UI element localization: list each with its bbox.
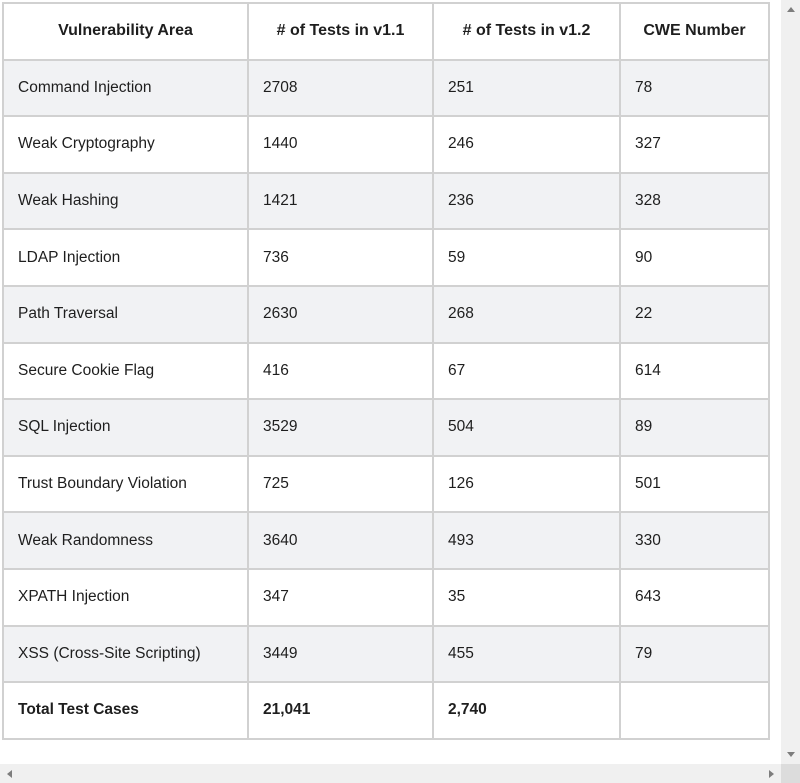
scroll-down-button[interactable]: [781, 745, 800, 764]
table-container: Vulnerability Area # of Tests in v1.1 # …: [2, 2, 770, 740]
cell-cwe: 330: [619, 511, 770, 570]
cell-tests-v12: 59: [432, 228, 621, 287]
total-cwe: [619, 681, 770, 740]
cell-area: Trust Boundary Violation: [2, 454, 249, 514]
cell-tests-v11: 1421: [247, 171, 434, 231]
cell-area: Secure Cookie Flag: [2, 341, 249, 401]
cell-cwe: 22: [619, 284, 770, 344]
cell-tests-v11: 3529: [247, 398, 434, 457]
cell-area: Weak Randomness: [2, 511, 249, 570]
scroll-up-arrow-icon: [786, 7, 795, 12]
cell-tests-v11: 3640: [247, 511, 434, 570]
table-row: LDAP Injection 736 59 90: [2, 228, 770, 287]
vertical-scrollbar[interactable]: [781, 0, 800, 764]
cell-area: LDAP Injection: [2, 228, 249, 287]
cell-cwe: 78: [619, 58, 770, 118]
scroll-right-arrow-icon: [769, 769, 774, 778]
scrollbar-corner: [781, 764, 800, 783]
total-label: Total Test Cases: [2, 681, 249, 740]
scroll-left-button[interactable]: [0, 764, 19, 783]
table-row: XPATH Injection 347 35 643: [2, 567, 770, 627]
cell-tests-v11: 347: [247, 567, 434, 627]
total-row: Total Test Cases 21,041 2,740: [2, 681, 770, 740]
cell-tests-v12: 35: [432, 567, 621, 627]
scroll-up-button[interactable]: [781, 0, 800, 19]
cell-area: SQL Injection: [2, 398, 249, 457]
cell-area: Path Traversal: [2, 284, 249, 344]
cell-tests-v11: 1440: [247, 115, 434, 174]
table-row: XSS (Cross-Site Scripting) 3449 455 79: [2, 624, 770, 684]
column-header-vulnerability-area: Vulnerability Area: [2, 2, 249, 61]
column-header-tests-v11: # of Tests in v1.1: [247, 2, 434, 61]
total-tests-v11: 21,041: [247, 681, 434, 740]
cell-tests-v11: 3449: [247, 624, 434, 684]
horizontal-scrollbar[interactable]: [0, 764, 781, 783]
cell-cwe: 327: [619, 115, 770, 174]
scroll-left-arrow-icon: [7, 769, 12, 778]
cell-cwe: 614: [619, 341, 770, 401]
total-tests-v12: 2,740: [432, 681, 621, 740]
cell-area: XPATH Injection: [2, 567, 249, 627]
cell-tests-v11: 2708: [247, 58, 434, 118]
cell-area: Weak Hashing: [2, 171, 249, 231]
table-row: SQL Injection 3529 504 89: [2, 398, 770, 457]
cell-cwe: 328: [619, 171, 770, 231]
table-row: Path Traversal 2630 268 22: [2, 284, 770, 344]
scroll-right-button[interactable]: [762, 764, 781, 783]
cell-cwe: 501: [619, 454, 770, 514]
cell-tests-v12: 493: [432, 511, 621, 570]
cell-tests-v12: 246: [432, 115, 621, 174]
table-row: Secure Cookie Flag 416 67 614: [2, 341, 770, 401]
cell-tests-v11: 736: [247, 228, 434, 287]
cell-tests-v11: 725: [247, 454, 434, 514]
cell-cwe: 89: [619, 398, 770, 457]
cell-cwe: 90: [619, 228, 770, 287]
table-row: Weak Randomness 3640 493 330: [2, 511, 770, 570]
column-header-tests-v12: # of Tests in v1.2: [432, 2, 621, 61]
cell-tests-v12: 455: [432, 624, 621, 684]
cell-area: Weak Cryptography: [2, 115, 249, 174]
header-row: Vulnerability Area # of Tests in v1.1 # …: [2, 2, 770, 61]
table-row: Command Injection 2708 251 78: [2, 58, 770, 118]
vulnerability-test-table: Vulnerability Area # of Tests in v1.1 # …: [2, 2, 770, 740]
cell-tests-v12: 251: [432, 58, 621, 118]
cell-tests-v12: 67: [432, 341, 621, 401]
table-row: Weak Hashing 1421 236 328: [2, 171, 770, 231]
cell-cwe: 79: [619, 624, 770, 684]
cell-tests-v12: 126: [432, 454, 621, 514]
cell-tests-v12: 236: [432, 171, 621, 231]
scroll-down-arrow-icon: [786, 752, 795, 757]
cell-tests-v12: 268: [432, 284, 621, 344]
column-header-cwe-number: CWE Number: [619, 2, 770, 61]
table-row: Weak Cryptography 1440 246 327: [2, 115, 770, 174]
cell-cwe: 643: [619, 567, 770, 627]
table-row: Trust Boundary Violation 725 126 501: [2, 454, 770, 514]
cell-tests-v11: 416: [247, 341, 434, 401]
cell-area: Command Injection: [2, 58, 249, 118]
cell-tests-v11: 2630: [247, 284, 434, 344]
cell-tests-v12: 504: [432, 398, 621, 457]
cell-area: XSS (Cross-Site Scripting): [2, 624, 249, 684]
